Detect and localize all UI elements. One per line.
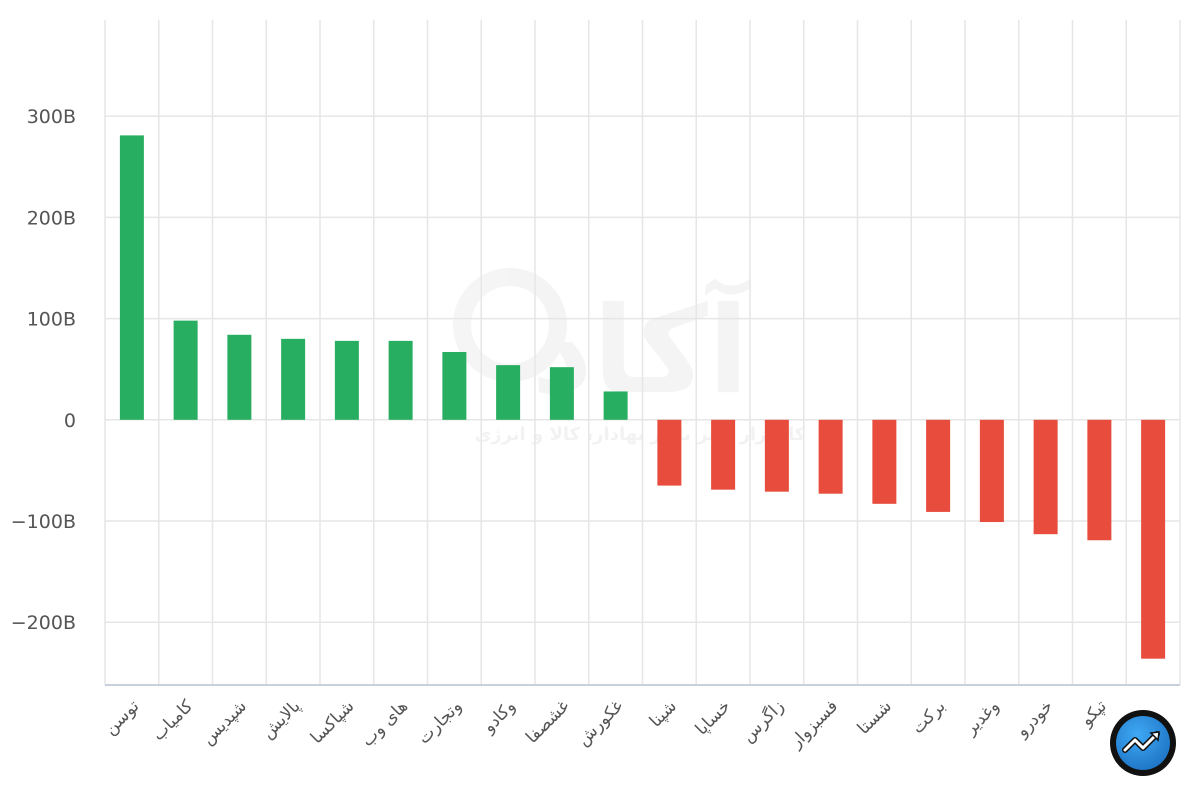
bar	[872, 419, 897, 504]
bar	[926, 419, 951, 512]
y-tick-label: −200B	[11, 612, 76, 634]
x-tick-label: غشصفا	[522, 696, 573, 747]
bar	[119, 135, 144, 420]
bar	[442, 351, 467, 420]
bar	[818, 419, 843, 494]
bar	[388, 340, 413, 420]
x-tick-label: زاگرس	[737, 696, 788, 747]
x-tick-label: خساپا	[692, 696, 735, 739]
x-tick-label: وغدیر	[960, 696, 1003, 739]
x-tick-label: شستا	[854, 696, 896, 738]
x-tick-label: های وب	[358, 696, 413, 751]
bar	[281, 338, 306, 420]
trend-arrow-icon	[1116, 716, 1170, 770]
bar	[1141, 419, 1166, 659]
x-tick-label: غکورش	[573, 696, 627, 750]
bars	[119, 135, 1166, 659]
bar	[1033, 419, 1058, 535]
bar	[496, 365, 521, 420]
y-tick-label: 0	[64, 410, 76, 432]
y-tick-label: −100B	[11, 511, 76, 533]
vertical-gridlines	[104, 20, 1181, 685]
x-tick-label: خودرو	[1012, 696, 1057, 741]
x-tick-label: وتجارت	[414, 696, 466, 748]
x-axis-ticks: توسن کامیاب شپدیس پالایش شپاکسا های وب وتجارت و…	[100, 696, 1111, 753]
bar	[764, 419, 789, 492]
bar	[657, 419, 682, 486]
x-tick-label: شپاکسا	[307, 696, 359, 748]
bar	[227, 334, 252, 420]
bar	[711, 419, 736, 490]
brand-logo	[1110, 710, 1176, 776]
y-tick-label: 200B	[27, 207, 76, 229]
x-tick-label: کامیاب	[149, 696, 198, 745]
y-tick-label: 300B	[27, 106, 76, 128]
x-tick-label: شپدیس	[198, 696, 251, 749]
x-tick-label: پالایش	[258, 696, 305, 743]
x-tick-label: تپکو	[1076, 696, 1111, 731]
bar	[979, 419, 1004, 523]
x-tick-label: توسن	[100, 696, 143, 739]
x-tick-label: فسبزوار	[786, 696, 843, 753]
y-axis-ticks: 300B 200B 100B 0 −100B −200B	[11, 106, 76, 634]
x-tick-label: شپنا	[646, 696, 681, 731]
bar	[173, 320, 198, 420]
x-tick-label: برکت	[908, 696, 950, 738]
bar	[549, 367, 574, 420]
bar	[1087, 419, 1112, 541]
x-tick-label: وکادو	[478, 696, 519, 737]
y-tick-label: 100B	[27, 309, 76, 331]
bar	[334, 340, 359, 420]
bar	[603, 391, 628, 420]
watermark-tagline: کارگزار برتر بازار بهادار، کالا و انرژی	[475, 423, 806, 445]
